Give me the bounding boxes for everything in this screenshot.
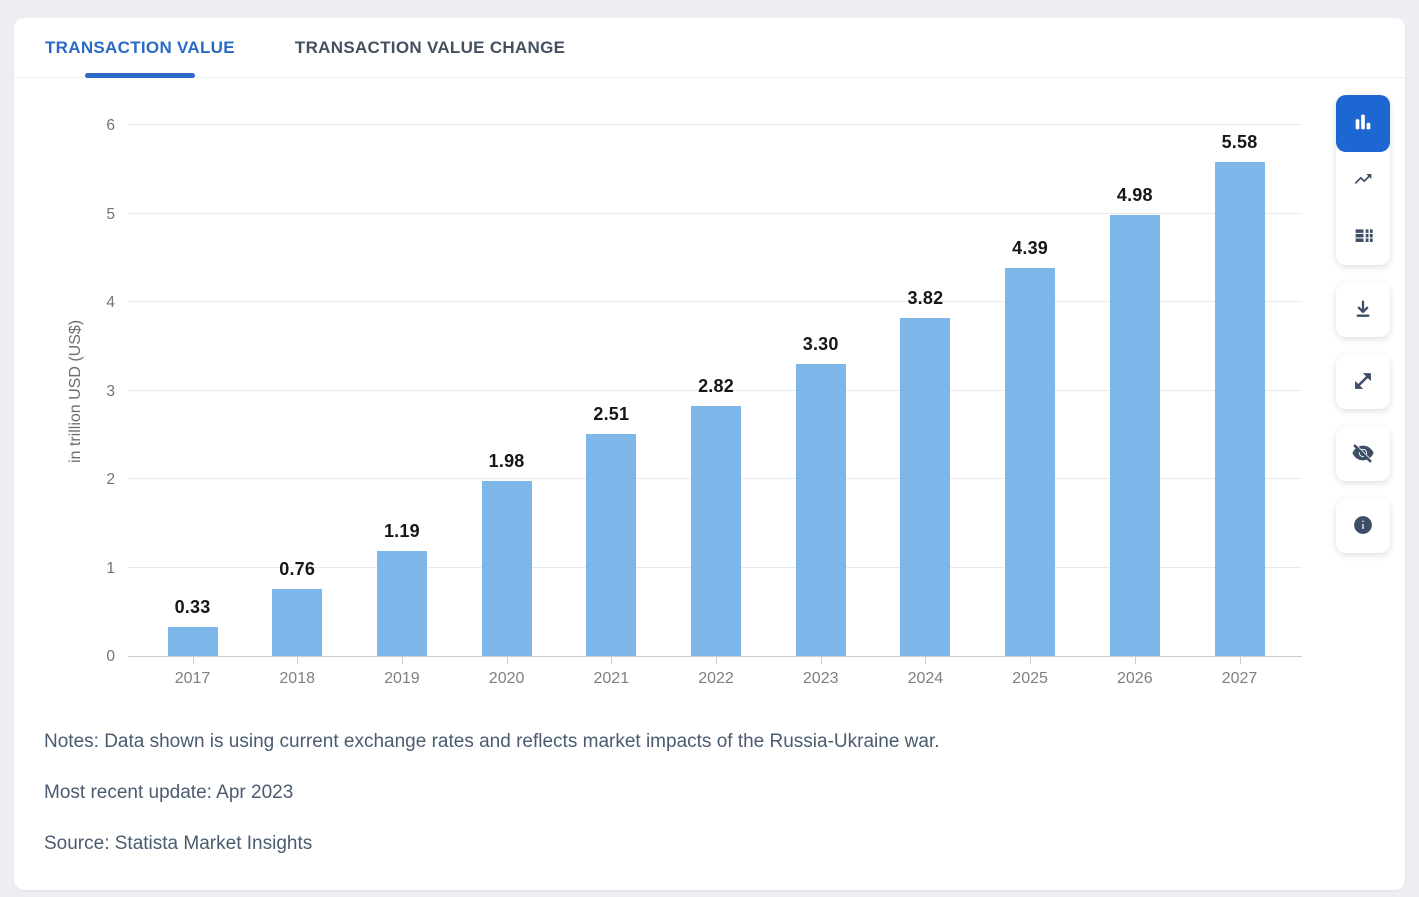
hide-labels-button[interactable]: [1336, 427, 1390, 481]
bar-value-label: 0.76: [279, 558, 316, 579]
chart-toolbar: [1336, 95, 1390, 553]
x-axis-tick: [1030, 657, 1032, 664]
bar-2020[interactable]: [481, 480, 532, 656]
x-axis-tick: [192, 657, 194, 664]
expand-icon: [1353, 371, 1373, 394]
x-axis-tick-label: 2019: [384, 670, 420, 687]
info-icon: [1352, 514, 1374, 539]
x-axis-tick: [506, 657, 508, 664]
gridline-4: [128, 301, 1302, 302]
chart-widget-card: TRANSACTION VALUE TRANSACTION VALUE CHAN…: [14, 18, 1405, 890]
x-axis-tick: [716, 657, 717, 664]
eye-off-icon: [1352, 442, 1374, 467]
bar-value-label: 5.58: [1221, 132, 1258, 153]
x-axis-tick: [925, 657, 927, 664]
tab-transaction-value-change[interactable]: TRANSACTION VALUE CHANGE: [295, 18, 565, 77]
bar-value-label: 2.51: [593, 403, 630, 424]
tab-transaction-value-label: TRANSACTION VALUE: [45, 37, 235, 57]
x-axis-tick-label: 2021: [593, 670, 630, 687]
bar-value-label: 4.98: [1116, 185, 1153, 206]
fullscreen-button[interactable]: [1336, 355, 1390, 409]
chart-footnotes: Notes: Data shown is using current excha…: [44, 730, 1244, 883]
bar-2026[interactable]: [1109, 215, 1160, 656]
bar-value-label: 1.19: [383, 520, 420, 541]
x-axis-tick-label: 2022: [698, 670, 734, 687]
bar-2018[interactable]: [272, 588, 323, 656]
bar-value-label: 2.82: [698, 376, 734, 397]
x-axis-tick-label: 2018: [279, 670, 315, 687]
column-chart-button[interactable]: [1336, 95, 1390, 152]
x-axis-tick: [820, 657, 822, 664]
bar-2025[interactable]: [1005, 267, 1056, 656]
bar-value-label: 4.39: [1012, 237, 1049, 258]
bar-2027[interactable]: [1214, 162, 1265, 656]
x-axis-tick: [1239, 657, 1241, 664]
y-axis-tick-label: 6: [106, 117, 115, 134]
bar-2022[interactable]: [691, 406, 741, 656]
x-axis-tick: [1134, 657, 1136, 664]
x-axis-tick: [401, 657, 403, 664]
y-axis-tick-label: 2: [106, 471, 115, 488]
y-axis-tick-label: 3: [106, 382, 115, 400]
x-axis-tick-label: 2023: [802, 670, 839, 687]
update-line: Most recent update: Apr 2023: [44, 782, 294, 803]
table-icon: [1353, 225, 1374, 249]
bar-2021[interactable]: [586, 433, 637, 656]
bar-2023[interactable]: [795, 363, 846, 656]
x-axis-tick-label: 2017: [174, 670, 211, 687]
y-axis-tick-label: 4: [106, 294, 115, 311]
bar-2017[interactable]: [167, 626, 218, 656]
download-button[interactable]: [1336, 283, 1390, 337]
y-axis-tick-label: 1: [106, 559, 115, 577]
x-axis-tick: [297, 657, 299, 664]
download-icon: [1352, 298, 1374, 323]
bar-value-label: 3.30: [802, 333, 839, 354]
line-chart-button[interactable]: [1336, 152, 1390, 209]
x-axis-tick-label: 2027: [1221, 670, 1258, 687]
bar-value-label: 3.82: [907, 287, 944, 308]
bar-2024[interactable]: [900, 317, 951, 656]
bar-value-label: 0.33: [174, 596, 211, 617]
tab-transaction-value-change-label: TRANSACTION VALUE CHANGE: [294, 37, 566, 57]
x-axis-tick-label: 2026: [1117, 670, 1153, 687]
y-axis-tick-label: 5: [106, 205, 115, 223]
line-chart-icon: [1353, 169, 1373, 192]
info-button[interactable]: [1336, 499, 1390, 553]
x-axis-tick-label: 2025: [1012, 670, 1048, 687]
gridline-5: [128, 212, 1302, 214]
chart-type-switcher: [1336, 95, 1390, 265]
plot-area: 0.33 2017 0.76 2018 1.19 2019 1.98 2020 2.51 2021…: [128, 124, 1302, 687]
gridline-3: [128, 389, 1302, 391]
column-chart-icon: [1352, 111, 1374, 136]
y-axis-tick-label: 0: [106, 648, 115, 665]
active-tab-underline: [84, 73, 195, 78]
bar-value-label: 1.98: [488, 450, 525, 471]
tab-transaction-value[interactable]: TRANSACTION VALUE: [45, 18, 235, 78]
x-axis-tick-label: 2024: [907, 670, 944, 687]
tab-bar: TRANSACTION VALUE TRANSACTION VALUE CHAN…: [14, 18, 1405, 78]
source-line: Source: Statista Market Insights: [44, 833, 313, 854]
gridline-6: [128, 124, 1302, 125]
table-view-button[interactable]: [1336, 208, 1390, 265]
y-axis-labels: 0 1 2 3 4 5 6: [72, 117, 115, 665]
notes-line: Notes: Data shown is using current excha…: [44, 731, 940, 752]
x-axis-tick: [611, 657, 613, 664]
x-axis-tick-label: 2020: [488, 670, 525, 687]
bar-2019[interactable]: [376, 550, 427, 656]
